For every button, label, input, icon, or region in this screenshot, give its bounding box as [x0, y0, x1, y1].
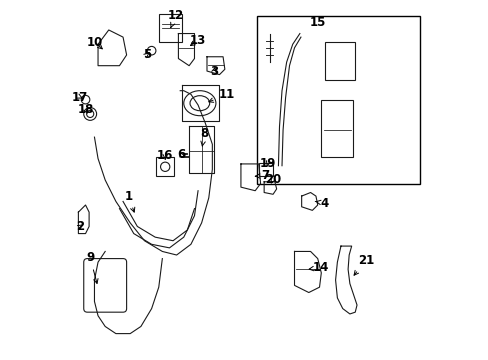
Text: 17: 17	[72, 91, 88, 104]
Text: 11: 11	[208, 89, 234, 102]
Text: 1: 1	[124, 190, 135, 212]
Text: 8: 8	[200, 127, 208, 146]
Text: 16: 16	[157, 149, 173, 162]
Text: 21: 21	[353, 254, 373, 275]
Text: 5: 5	[143, 48, 151, 61]
Text: 3: 3	[210, 64, 218, 77]
Text: 4: 4	[315, 197, 328, 210]
Text: 7: 7	[255, 169, 269, 182]
Text: 19: 19	[259, 157, 275, 170]
Text: 9: 9	[86, 251, 98, 283]
Text: 15: 15	[309, 16, 325, 29]
Text: 2: 2	[76, 220, 84, 233]
Text: 14: 14	[308, 261, 329, 274]
Bar	[257, 16, 419, 184]
Text: 12: 12	[167, 9, 183, 28]
Text: 20: 20	[264, 173, 281, 186]
Text: 6: 6	[177, 148, 184, 162]
Text: 13: 13	[189, 34, 205, 47]
Text: 18: 18	[77, 103, 94, 116]
Text: 10: 10	[87, 36, 103, 49]
